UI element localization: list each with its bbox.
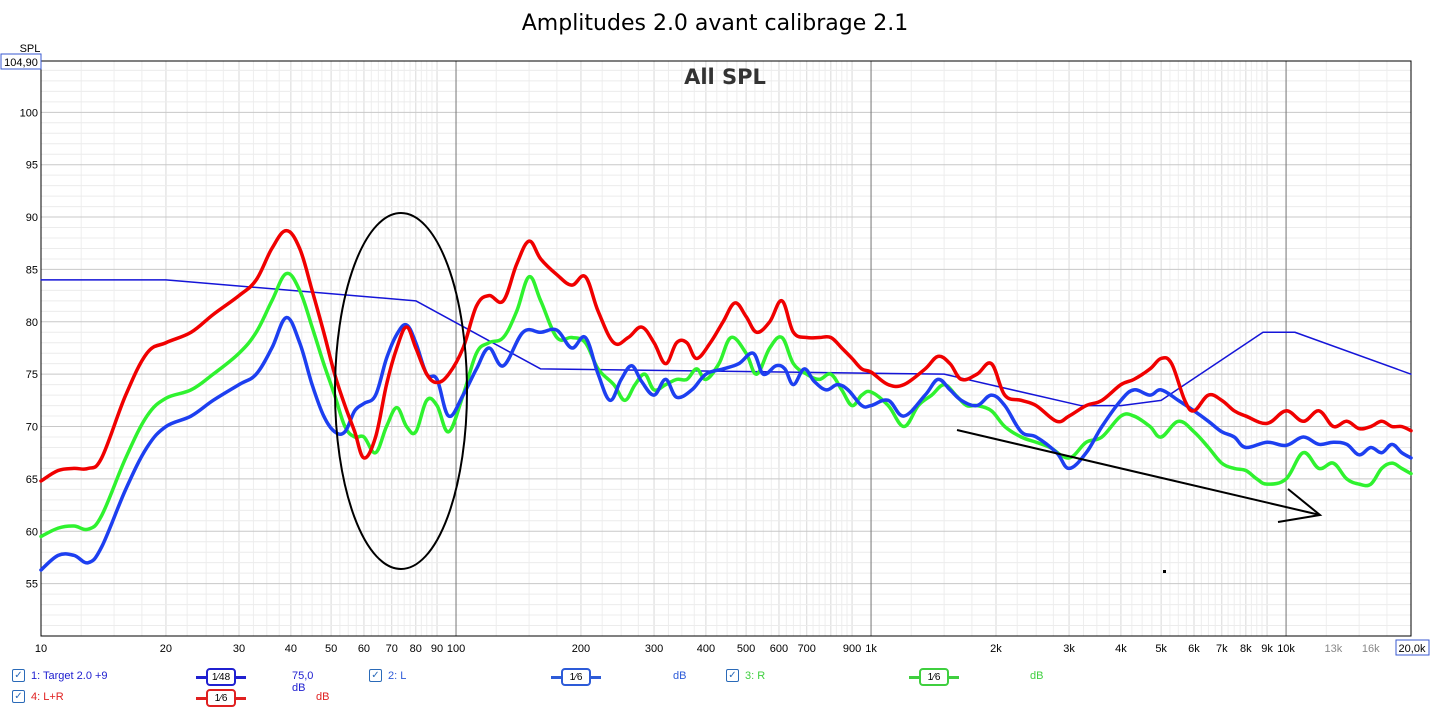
series-group xyxy=(39,228,1413,572)
x-tick-label: 7k xyxy=(1216,643,1228,655)
y-tick-label: 80 xyxy=(26,317,38,329)
x-tick-label: 300 xyxy=(645,643,663,655)
legend-item-lr[interactable]: ✓ 4: L+R xyxy=(12,690,64,703)
y-axis-ticks: 55 60 65 70 75 80 85 90 95 100 xyxy=(20,107,38,590)
chart-title: Amplitudes 2.0 avant calibrage 2.1 xyxy=(522,11,909,36)
legend-label-r: 3: R xyxy=(745,669,766,682)
legend-line xyxy=(196,696,206,700)
minor-grid xyxy=(40,61,1412,637)
major-grid xyxy=(40,61,1287,636)
smoothing-label: 1⁄6 xyxy=(561,668,591,686)
smoothing-label: 1⁄6 xyxy=(206,689,236,707)
legend-line xyxy=(236,696,246,700)
x-tick-label: 20 xyxy=(160,643,172,655)
y-tick-label: 95 xyxy=(26,160,38,172)
legend-value-lr: dB xyxy=(316,691,330,703)
checkbox-icon[interactable]: ✓ xyxy=(12,669,25,682)
series-line-1 xyxy=(40,279,1412,407)
y-tick-label: 75 xyxy=(26,369,38,381)
x-max-value-box[interactable]: 20,0k xyxy=(1395,639,1430,656)
x-axis-ticks: 10 20 30 40 50 60 70 80 90 100 200 300 400 500 600 700 9… xyxy=(35,643,1380,655)
x-tick-label: 3k xyxy=(1063,643,1075,655)
legend-line xyxy=(236,675,246,679)
y-tick-label: 55 xyxy=(26,579,38,591)
x-tick-label: 2k xyxy=(990,643,1002,655)
y-tick-label: 100 xyxy=(20,107,38,119)
legend-value-r: dB xyxy=(1030,670,1044,682)
x-tick-label: 30 xyxy=(233,643,245,655)
y-tick-label: 90 xyxy=(26,212,38,224)
legend-value-l: dB xyxy=(673,670,687,682)
x-tick-label: 900 xyxy=(843,643,861,655)
legend-item-r[interactable]: ✓ 3: R xyxy=(726,669,765,682)
x-tick-label: 6k xyxy=(1188,643,1200,655)
legend-line xyxy=(591,675,601,679)
x-tick-label: 5k xyxy=(1155,643,1167,655)
checkbox-icon[interactable]: ✓ xyxy=(369,669,382,682)
x-tick-label: 60 xyxy=(358,643,370,655)
x-tick-label: 400 xyxy=(697,643,715,655)
all-spl-annotation: All SPL xyxy=(684,65,766,89)
series-line-4 xyxy=(39,228,1413,483)
smoothing-l[interactable]: 1⁄6 xyxy=(551,668,601,686)
x-tick-label: 200 xyxy=(572,643,590,655)
highlight-ellipse xyxy=(334,212,468,570)
checkbox-icon[interactable]: ✓ xyxy=(12,690,25,703)
legend-value-target: 75,0 dB xyxy=(292,670,314,694)
y-tick-label: 70 xyxy=(26,422,38,434)
legend-line xyxy=(551,675,561,679)
x-tick-label: 80 xyxy=(410,643,422,655)
x-tick-label: 8k xyxy=(1240,643,1252,655)
x-tick-label: 700 xyxy=(798,643,816,655)
x-tick-label: 10 xyxy=(35,643,47,655)
y-tick-label: 60 xyxy=(26,526,38,538)
x-tick-label: 40 xyxy=(285,643,297,655)
stray-dot xyxy=(1163,570,1166,573)
x-tick-label: 9k xyxy=(1261,643,1273,655)
legend-item-target[interactable]: ✓ 1: Target 2.0 +9 xyxy=(12,669,108,682)
y-tick-label: 65 xyxy=(26,474,38,486)
legend-line xyxy=(949,675,959,679)
legend-line xyxy=(909,675,919,679)
legend-label-lr: 4: L+R xyxy=(31,690,64,703)
x-tick-label: 1k xyxy=(865,643,877,655)
y-axis-label: SPL xyxy=(20,43,41,55)
y-tick-label: 85 xyxy=(26,264,38,276)
x-tick-label: 100 xyxy=(447,643,465,655)
smoothing-lr[interactable]: 1⁄6 xyxy=(196,689,246,707)
plot-frame xyxy=(40,60,1412,637)
x-tick-label: 13k xyxy=(1324,643,1342,655)
smoothing-r[interactable]: 1⁄6 xyxy=(909,668,959,686)
x-tick-label: 90 xyxy=(431,643,443,655)
y-top-value: 104,90 xyxy=(4,57,38,69)
legend-label-l: 2: L xyxy=(388,669,407,682)
x-tick-label: 16k xyxy=(1362,643,1380,655)
checkbox-icon[interactable]: ✓ xyxy=(726,669,739,682)
legend-item-l[interactable]: ✓ 2: L xyxy=(369,669,406,682)
trend-arrow xyxy=(956,429,1323,523)
legend-line xyxy=(196,675,206,679)
x-tick-label: 70 xyxy=(386,643,398,655)
x-tick-label: 500 xyxy=(737,643,755,655)
x-tick-label: 10k xyxy=(1277,643,1295,655)
legend-label-target: 1: Target 2.0 +9 xyxy=(31,669,108,682)
smoothing-label: 1⁄6 xyxy=(919,668,949,686)
smoothing-label: 1⁄48 xyxy=(206,668,236,686)
x-tick-label: 4k xyxy=(1115,643,1127,655)
y-top-value-box[interactable]: 104,90 xyxy=(0,53,42,70)
smoothing-target[interactable]: 1⁄48 xyxy=(196,668,246,686)
x-tick-label: 50 xyxy=(325,643,337,655)
x-tick-label: 600 xyxy=(770,643,788,655)
x-max-value: 20,0k xyxy=(1399,643,1426,655)
